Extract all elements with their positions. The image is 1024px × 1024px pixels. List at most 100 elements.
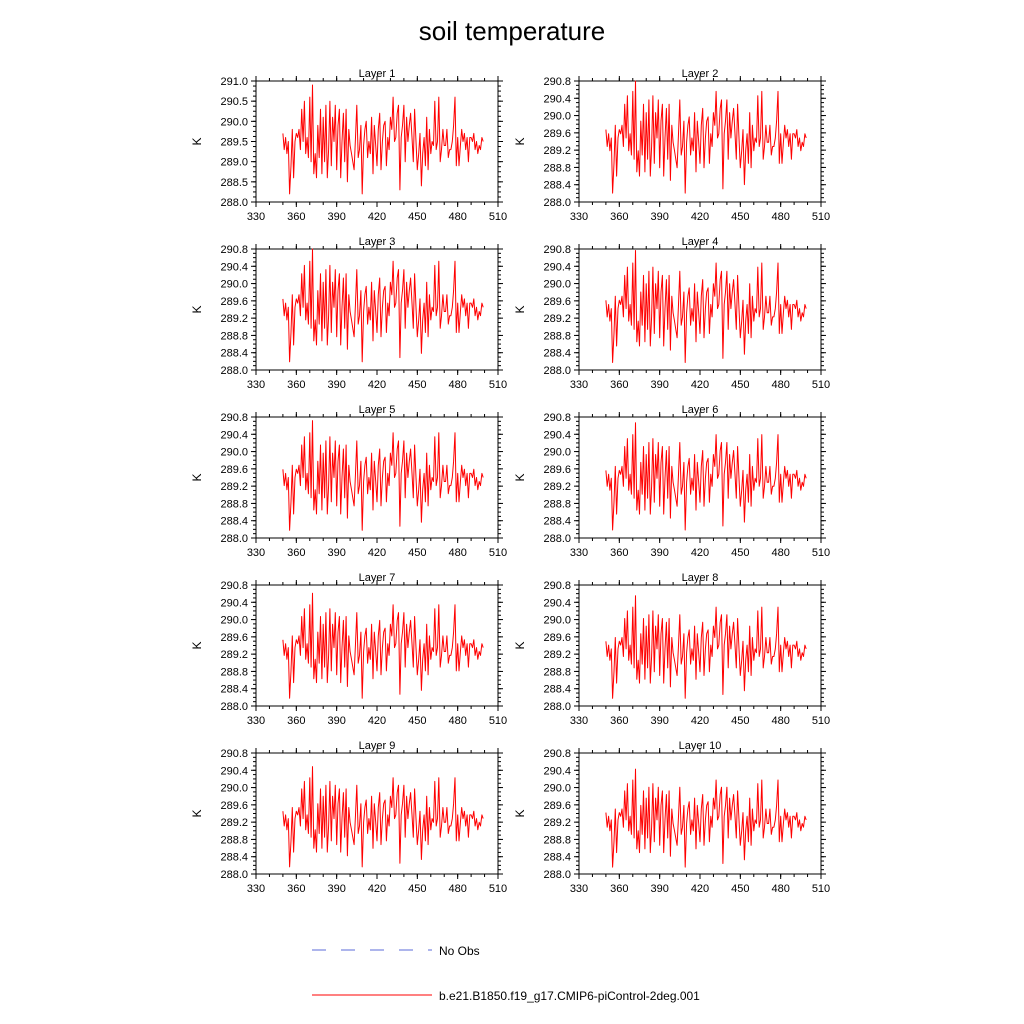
- x-tick-label: 330: [247, 211, 265, 223]
- panel-title: Layer 8: [682, 572, 719, 584]
- x-tick-label: 420: [691, 883, 709, 895]
- y-tick-label: 289.6: [220, 800, 248, 812]
- y-tick-label: 289.2: [220, 817, 248, 829]
- x-tick-label: 330: [570, 715, 588, 727]
- x-tick-label: 420: [691, 379, 709, 391]
- panel-layer-5: Layer 5 K 288.0 288.4 288.8 289.2 289.6 290.0 29…: [190, 404, 507, 559]
- x-tick-label: 450: [408, 883, 426, 895]
- panel-title: Layer 10: [679, 740, 722, 752]
- x-tick-label: 390: [650, 211, 668, 223]
- y-tick-label: 290.0: [220, 447, 248, 459]
- y-tick-label: 288.4: [543, 852, 571, 864]
- x-tick-label: 510: [812, 547, 830, 559]
- y-tick-label: 289.2: [220, 481, 248, 493]
- y-tick-label: 290.5: [220, 96, 248, 108]
- x-tick-label: 360: [610, 715, 628, 727]
- legend-label-no-obs: No Obs: [439, 944, 480, 958]
- y-tick-label: 288.8: [543, 330, 571, 342]
- x-tick-label: 360: [610, 379, 628, 391]
- legend-label-model: b.e21.B1850.f19_g17.CMIP6-piControl-2deg…: [439, 989, 700, 1003]
- panel-layer-2: Layer 2 K 288.0 288.4 288.8 289.2 289.6 290.0 29…: [513, 68, 830, 223]
- y-tick-label: 291.0: [220, 76, 248, 88]
- x-tick-label: 510: [489, 715, 507, 727]
- x-tick-label: 510: [812, 883, 830, 895]
- y-tick-label: 290.0: [543, 447, 571, 459]
- series-line: [282, 84, 484, 195]
- y-tick-label: 289.6: [220, 632, 248, 644]
- x-tick-label: 330: [570, 883, 588, 895]
- y-tick-label: 290.8: [543, 748, 571, 760]
- y-tick-label: 288.4: [543, 180, 571, 192]
- series-line: [282, 592, 484, 699]
- x-tick-label: 510: [812, 715, 830, 727]
- x-tick-label: 450: [408, 715, 426, 727]
- y-axis-label: K: [513, 641, 527, 649]
- x-tick-label: 480: [771, 715, 789, 727]
- panel-title: Layer 7: [359, 572, 396, 584]
- panels-group: Layer 1 K 288.0 288.5 289.0 289.5 290.0 290.5 29…: [190, 68, 830, 895]
- y-tick-label: 289.0: [220, 157, 248, 169]
- y-tick-label: 290.4: [220, 765, 248, 777]
- x-tick-label: 360: [287, 211, 305, 223]
- panel-layer-6: Layer 6 K 288.0 288.4 288.8 289.2 289.6 290.0 29…: [513, 404, 830, 559]
- y-tick-label: 290.0: [220, 116, 248, 128]
- y-tick-label: 288.8: [543, 162, 571, 174]
- y-tick-label: 288.4: [220, 348, 248, 360]
- panel-title: Layer 1: [359, 68, 396, 80]
- y-tick-label: 288.8: [220, 834, 248, 846]
- x-tick-label: 390: [327, 883, 345, 895]
- x-tick-label: 390: [327, 211, 345, 223]
- y-tick-label: 288.0: [543, 197, 571, 209]
- y-tick-label: 290.8: [220, 580, 248, 592]
- y-tick-label: 289.2: [543, 649, 571, 661]
- x-tick-label: 360: [287, 547, 305, 559]
- y-tick-label: 290.4: [543, 597, 571, 609]
- x-tick-label: 330: [247, 379, 265, 391]
- series-line: [282, 248, 484, 363]
- y-tick-label: 288.4: [220, 852, 248, 864]
- x-tick-label: 360: [287, 379, 305, 391]
- panel-layer-8: Layer 8 K 288.0 288.4 288.8 289.2 289.6 290.0 29…: [513, 572, 830, 727]
- series-line: [605, 422, 807, 531]
- y-tick-label: 289.2: [543, 313, 571, 325]
- y-tick-label: 290.4: [220, 261, 248, 273]
- x-tick-label: 420: [691, 547, 709, 559]
- x-tick-label: 330: [570, 379, 588, 391]
- x-tick-label: 480: [448, 547, 466, 559]
- x-tick-label: 420: [368, 379, 386, 391]
- x-tick-label: 420: [691, 211, 709, 223]
- y-tick-label: 288.0: [220, 533, 248, 545]
- y-tick-label: 288.5: [220, 177, 248, 189]
- y-axis-label: K: [190, 305, 204, 313]
- x-tick-label: 450: [731, 547, 749, 559]
- x-tick-label: 450: [408, 211, 426, 223]
- y-tick-label: 288.8: [543, 498, 571, 510]
- y-tick-label: 290.4: [543, 261, 571, 273]
- x-tick-label: 360: [610, 547, 628, 559]
- panel-title: Layer 6: [682, 404, 719, 416]
- y-tick-label: 289.6: [220, 464, 248, 476]
- legend: No Obs b.e21.B1850.f19_g17.CMIP6-piContr…: [312, 944, 700, 1003]
- y-tick-label: 288.4: [543, 516, 571, 528]
- panel-layer-3: Layer 3 K 288.0 288.4 288.8 289.2 289.6 290.0 29…: [190, 236, 507, 391]
- y-tick-label: 290.4: [543, 765, 571, 777]
- series-line: [605, 768, 807, 868]
- y-tick-label: 288.4: [543, 684, 571, 696]
- y-tick-label: 290.0: [220, 783, 248, 795]
- series-line: [282, 420, 484, 531]
- y-tick-label: 290.0: [543, 615, 571, 627]
- series-line: [282, 766, 484, 868]
- x-tick-label: 480: [771, 883, 789, 895]
- x-tick-label: 420: [368, 715, 386, 727]
- panel-layer-1: Layer 1 K 288.0 288.5 289.0 289.5 290.0 290.5 29…: [190, 68, 507, 223]
- x-tick-label: 420: [368, 211, 386, 223]
- y-axis-label: K: [513, 305, 527, 313]
- x-tick-label: 330: [570, 547, 588, 559]
- x-tick-label: 480: [448, 715, 466, 727]
- y-tick-label: 290.0: [220, 615, 248, 627]
- y-axis-label: K: [513, 137, 527, 145]
- x-tick-label: 390: [650, 883, 668, 895]
- x-tick-label: 360: [287, 715, 305, 727]
- series-line: [605, 595, 807, 699]
